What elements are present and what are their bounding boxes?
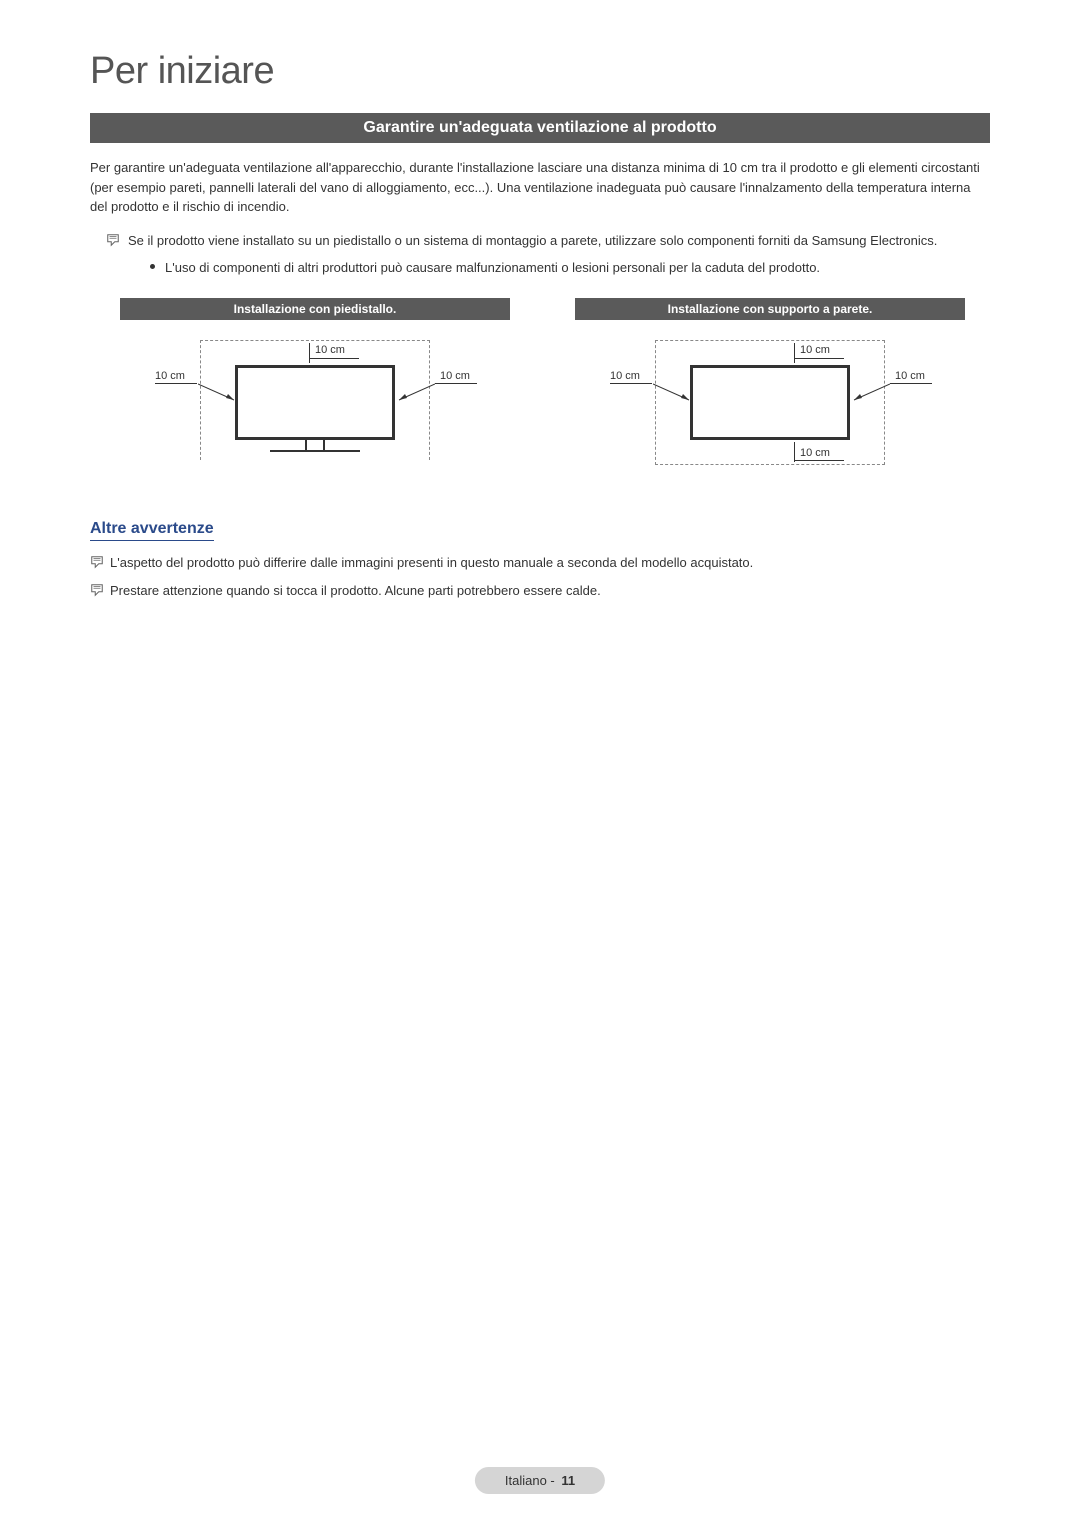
arrow-icon xyxy=(397,382,435,402)
diagram-wall-title: Installazione con supporto a parete. xyxy=(575,298,965,320)
dim-bottom: 10 cm xyxy=(800,447,830,459)
note-icon xyxy=(106,233,120,247)
note-icon xyxy=(90,555,104,569)
arrow-icon xyxy=(198,382,236,402)
dim-right: 10 cm xyxy=(895,370,925,382)
page-footer: Italiano - 11 xyxy=(475,1467,605,1494)
bullet-text: L'uso di componenti di altri produttori … xyxy=(165,258,820,278)
bullet-dot-icon xyxy=(150,264,155,269)
bullet-other-manufacturers: L'uso di componenti di altri produttori … xyxy=(90,258,990,278)
arrow-icon xyxy=(852,382,890,402)
note-appearance: L'aspetto del prodotto può differire dal… xyxy=(90,553,990,574)
footer-language: Italiano xyxy=(505,1473,547,1488)
diagram-pedestal: Installazione con piedistallo. 10 cm 10 … xyxy=(120,298,535,480)
installation-diagrams: Installazione con piedistallo. 10 cm 10 … xyxy=(90,298,990,480)
note-text: L'aspetto del prodotto può differire dal… xyxy=(110,553,753,574)
note-text: Prestare attenzione quando si tocca il p… xyxy=(110,581,601,602)
section-header-ventilation: Garantire un'adeguata ventilazione al pr… xyxy=(90,113,990,143)
arrow-icon xyxy=(653,382,691,402)
note-text: Se il prodotto viene installato su un pi… xyxy=(128,231,937,251)
dim-left: 10 cm xyxy=(155,370,185,382)
note-hot-parts: Prestare attenzione quando si tocca il p… xyxy=(90,581,990,602)
subsection-title: Altre avvertenze xyxy=(90,520,214,541)
footer-page-number: 11 xyxy=(561,1473,575,1488)
diagram-wall-figure: 10 cm 10 cm 10 cm 10 cm xyxy=(575,330,965,480)
page-title: Per iniziare xyxy=(90,50,990,93)
note-pedestal-components: Se il prodotto viene installato su un pi… xyxy=(90,231,990,251)
dim-top: 10 cm xyxy=(800,344,830,356)
diagram-pedestal-title: Installazione con piedistallo. xyxy=(120,298,510,320)
diagram-pedestal-figure: 10 cm 10 cm 10 cm xyxy=(120,330,510,480)
dim-left: 10 cm xyxy=(610,370,640,382)
intro-paragraph: Per garantire un'adeguata ventilazione a… xyxy=(90,158,990,217)
dim-top: 10 cm xyxy=(315,344,345,356)
subsection-other-warnings: Altre avvertenze xyxy=(90,520,990,553)
diagram-wall: Installazione con supporto a parete. 10 … xyxy=(575,298,990,480)
dim-right: 10 cm xyxy=(440,370,470,382)
note-icon xyxy=(90,583,104,597)
